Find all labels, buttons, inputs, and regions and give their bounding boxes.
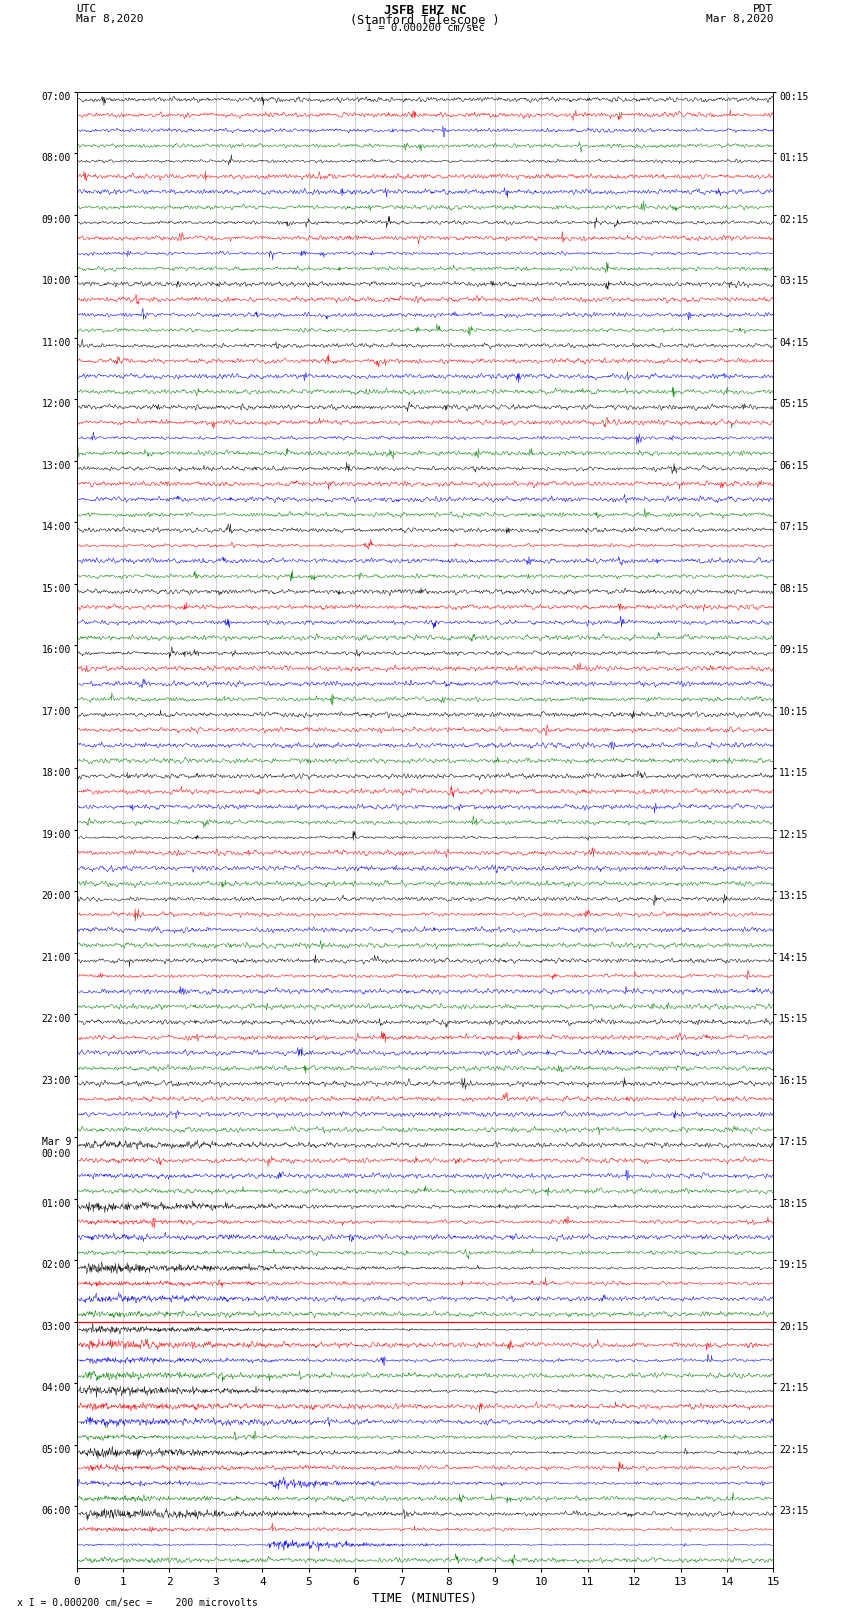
Text: x I = 0.000200 cm/sec =    200 microvolts: x I = 0.000200 cm/sec = 200 microvolts	[17, 1598, 258, 1608]
Text: Mar 8,2020: Mar 8,2020	[706, 13, 774, 24]
Text: (Stanford Telescope ): (Stanford Telescope )	[350, 13, 500, 27]
X-axis label: TIME (MINUTES): TIME (MINUTES)	[372, 1592, 478, 1605]
Text: PDT: PDT	[753, 5, 774, 15]
Text: Mar 8,2020: Mar 8,2020	[76, 13, 144, 24]
Text: JSFB EHZ NC: JSFB EHZ NC	[383, 5, 467, 18]
Text: I = 0.000200 cm/sec: I = 0.000200 cm/sec	[366, 24, 484, 34]
Text: UTC: UTC	[76, 5, 97, 15]
